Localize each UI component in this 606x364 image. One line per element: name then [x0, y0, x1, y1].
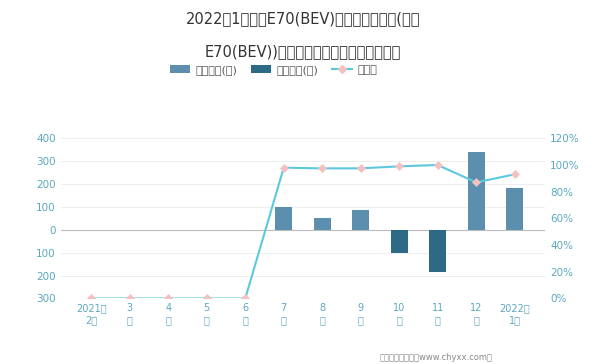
Bar [429, 230, 447, 272]
Bar [275, 207, 293, 230]
Bar [468, 152, 485, 230]
Bar [391, 230, 408, 253]
Text: 制图：智研咨询（www.chyxx.com）: 制图：智研咨询（www.chyxx.com） [380, 353, 493, 362]
Text: E70(BEV))近一年库存情况及产销率统计图: E70(BEV))近一年库存情况及产销率统计图 [205, 44, 401, 59]
Bar [352, 210, 370, 230]
Bar [313, 218, 331, 230]
Bar [506, 187, 524, 230]
Legend: 积压库存(辆), 清仓库存(辆), 产销率: 积压库存(辆), 清仓库存(辆), 产销率 [166, 60, 382, 79]
Text: 2022年1月风神E70(BEV)旗下最畅销轿车(风神: 2022年1月风神E70(BEV)旗下最畅销轿车(风神 [186, 11, 420, 26]
